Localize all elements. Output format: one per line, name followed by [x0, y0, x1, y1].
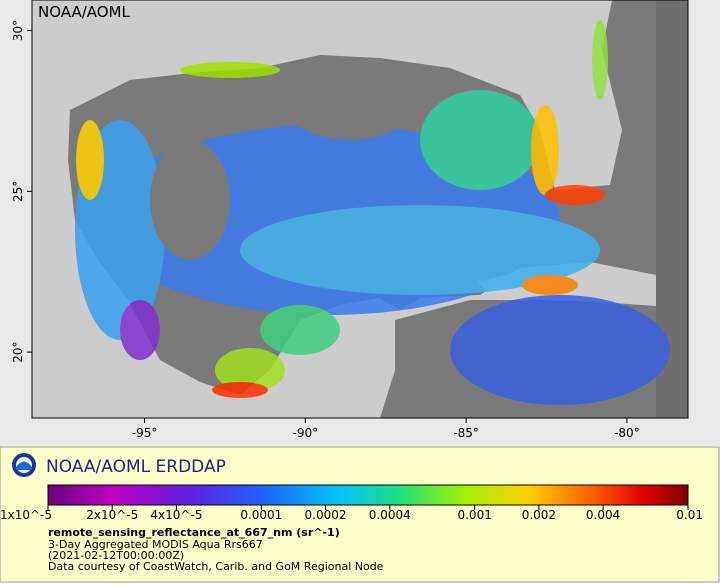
colorbar-tick-label: 0.0002	[305, 508, 347, 522]
x-tick-label: -80°	[614, 426, 640, 440]
x-tick-label: -90°	[293, 426, 319, 440]
colorbar-tick-label: 0.001	[457, 508, 491, 522]
map	[32, 0, 688, 418]
legend-line: Data courtesy of CoastWatch, Carib. and …	[48, 560, 384, 573]
brand: NOAA/AOML ERDDAP	[46, 457, 226, 477]
map-frame	[31, 0, 689, 419]
colorbar-tick-label: 0.002	[522, 508, 556, 522]
y-tick-label: 25°	[11, 181, 25, 202]
legend-panel	[0, 446, 720, 583]
x-tick-label: -95°	[132, 426, 158, 440]
y-tick-label: 20°	[11, 341, 25, 362]
corner-label: NOAA/AOML	[38, 3, 131, 21]
colorbar-tick-label: 4x10^-5	[150, 508, 202, 522]
colorbar-tick-label: 0.0001	[240, 508, 282, 522]
legend-line: 3-Day Aggregated MODIS Aqua Rrs667	[48, 538, 263, 551]
colorbar	[47, 484, 689, 506]
y-tick-label: 30°	[11, 20, 25, 41]
reflectance-field	[75, 20, 670, 405]
colorbar-tick-label: 0.0004	[369, 508, 411, 522]
colorbar-tick-label: 0.004	[586, 508, 620, 522]
noaa-logo	[12, 453, 36, 477]
x-tick-label: -85°	[453, 426, 479, 440]
legend-line: (2021-02-12T00:00:00Z)	[48, 549, 184, 562]
colorbar-tick-label: 1x10^-5	[0, 508, 52, 522]
variable: remote_sensing_reflectance_at_667_nm (sr…	[48, 526, 340, 539]
colorbar-tick-label: 2x10^-5	[86, 508, 138, 522]
colorbar-tick-label: 0.01	[676, 508, 703, 522]
